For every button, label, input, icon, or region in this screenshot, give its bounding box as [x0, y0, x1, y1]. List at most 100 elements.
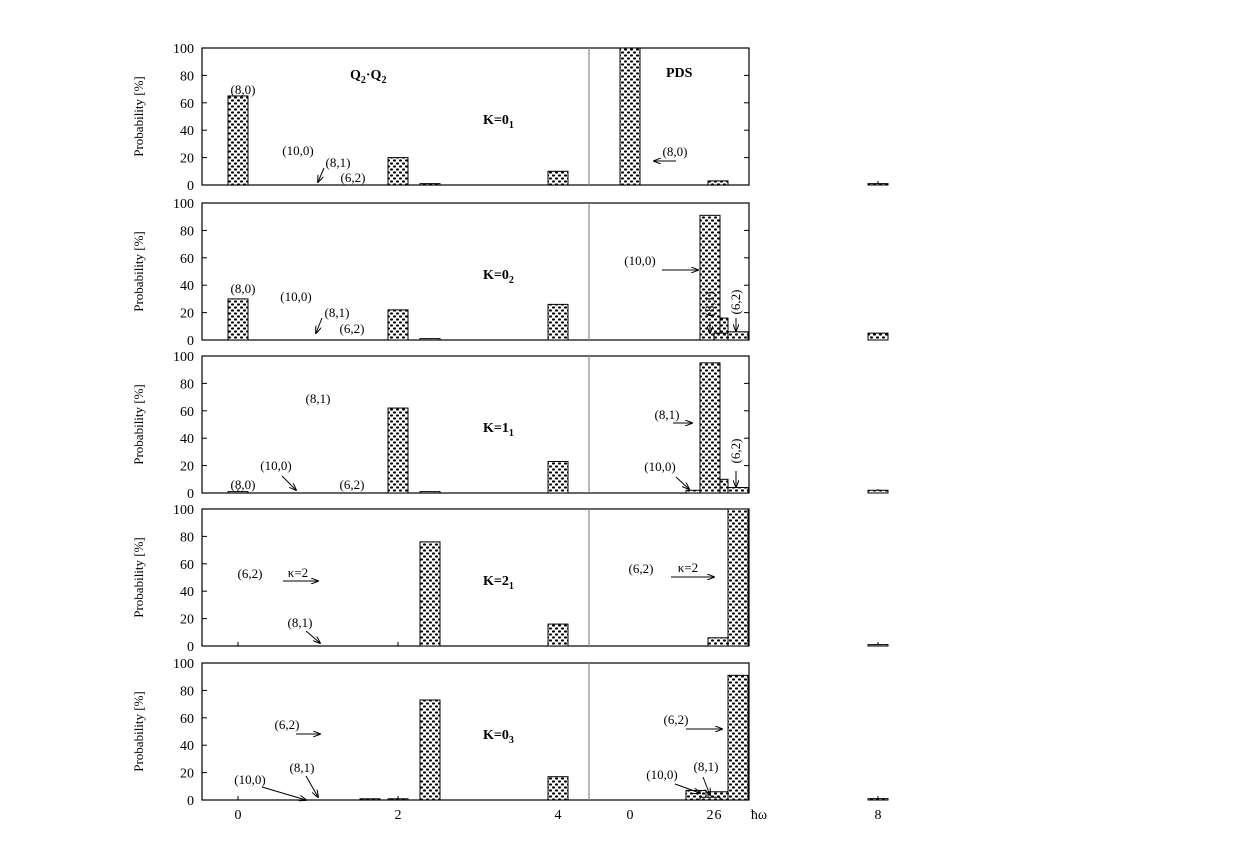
bar: [547, 623, 569, 647]
bar: [867, 183, 889, 186]
annotation-label: (8,1): [288, 615, 313, 630]
annotation-label: (6,2): [728, 290, 743, 315]
bar: [707, 180, 729, 186]
annotation-label: (8,1): [702, 292, 717, 317]
annotation-label: (10,0): [644, 459, 675, 474]
y-axis-label: Probability [%]: [131, 691, 146, 772]
annotation-arrow: [281, 475, 296, 490]
bar: [547, 303, 569, 341]
panel-1: 0 20 40 60 80 100 Probability [%] K=01: [131, 42, 889, 194]
annotation-label: (6,2): [629, 561, 654, 576]
y-tick-label: 40: [180, 279, 194, 294]
annotation-arrow: [305, 630, 320, 643]
x-tick-label: 8: [875, 808, 882, 823]
annotation-arrow: [674, 783, 700, 793]
annotation-arrow: [305, 775, 318, 797]
annotation-label: (6,2): [341, 170, 366, 185]
y-tick-label: 0: [187, 179, 194, 194]
x-tick-label: 0: [235, 808, 242, 823]
bar: [419, 541, 441, 647]
annotation-label: (6,2): [664, 712, 689, 727]
bar: [727, 674, 749, 801]
y-axis-label: Probability [%]: [131, 537, 146, 618]
bar: [867, 332, 889, 341]
y-axis-label: Probability [%]: [131, 76, 146, 157]
panel-frame: [201, 47, 750, 186]
bar: [707, 637, 729, 647]
state-label: K=01: [483, 113, 514, 131]
y-tick-label: 0: [187, 487, 194, 502]
x-tick-label: 2: [395, 808, 402, 823]
annotation-label: (10,0): [624, 253, 655, 268]
state-label: K=02: [483, 268, 514, 286]
annotation-label: (10,0): [234, 772, 265, 787]
bar: [727, 331, 749, 341]
y-tick-label: 40: [180, 432, 194, 447]
bar: [547, 776, 569, 801]
state-label: K=03: [483, 728, 514, 746]
annotation-arrow: [702, 776, 710, 795]
annotation-label: (8,0): [663, 144, 688, 159]
y-tick-label: 80: [180, 530, 194, 545]
panel-frame: [201, 355, 750, 494]
y-tick-label: 20: [180, 613, 194, 628]
x-tick-label: 0: [627, 808, 634, 823]
bar: [419, 699, 441, 801]
bar: [387, 157, 409, 186]
panel-5: 0 20 40 60 80 100 Probability [%] K=03: [131, 657, 889, 809]
y-tick-label: 80: [180, 684, 194, 699]
panel-4: 0 20 40 60 80 100 Probability [%] K=21: [131, 503, 889, 655]
x-tick-label: 4: [555, 808, 562, 823]
bar: [227, 95, 249, 186]
y-tick-label: 100: [173, 350, 194, 365]
annotation-label: (8,1): [694, 759, 719, 774]
bar: [867, 644, 889, 647]
y-tick-label: 80: [180, 224, 194, 239]
bar: [359, 798, 381, 801]
bar: [387, 798, 409, 801]
bar: [547, 170, 569, 186]
x-tick-label: 6: [715, 808, 722, 823]
annotation-label: (6,2): [340, 477, 365, 492]
annotation-label: (8,1): [306, 391, 331, 406]
y-tick-label: 100: [173, 657, 194, 672]
y-tick-label: 60: [180, 97, 194, 112]
bar: [867, 489, 889, 494]
annotations: (8,0)(10,0)(8,1)(6,2)(8,0)(8,0)(10,0)(8,…: [231, 82, 743, 800]
bar: [419, 183, 441, 186]
annotation-label: (8,0): [231, 477, 256, 492]
state-label: K=11: [483, 421, 514, 439]
panel-frame: [201, 662, 750, 801]
y-tick-label: 0: [187, 794, 194, 809]
bar: [387, 309, 409, 341]
y-tick-label: 100: [173, 42, 194, 57]
y-tick-label: 40: [180, 124, 194, 139]
panel-3: 0 20 40 60 80 100 Probability [%] K=11: [131, 350, 889, 502]
annotation-arrow: [318, 167, 325, 182]
bar: [699, 214, 721, 341]
y-axis-label: Probability [%]: [131, 231, 146, 312]
panel-frame: [201, 508, 750, 647]
y-tick-label: 20: [180, 460, 194, 475]
y-tick-label: 100: [173, 197, 194, 212]
annotation-label: (6,2): [728, 439, 743, 464]
bar: [699, 362, 721, 494]
y-tick-label: 100: [173, 503, 194, 518]
bar: [547, 460, 569, 494]
x-unit-label: ħω: [751, 808, 767, 823]
y-tick-label: 40: [180, 585, 194, 600]
y-tick-label: 60: [180, 712, 194, 727]
annotation-label: (6,2): [238, 566, 263, 581]
y-tick-label: 60: [180, 252, 194, 267]
annotation-label: (10,0): [260, 458, 291, 473]
annotation-label: (8,1): [655, 407, 680, 422]
annotation-label: (10,0): [646, 767, 677, 782]
y-axis-label: Probability [%]: [131, 384, 146, 465]
bar: [419, 491, 441, 494]
annotation-label: (6,2): [340, 321, 365, 336]
annotation-label: (8,1): [326, 155, 351, 170]
bar: [727, 487, 749, 494]
panel-frame: [201, 202, 750, 341]
y-tick-label: 0: [187, 640, 194, 655]
y-tick-label: 60: [180, 558, 194, 573]
